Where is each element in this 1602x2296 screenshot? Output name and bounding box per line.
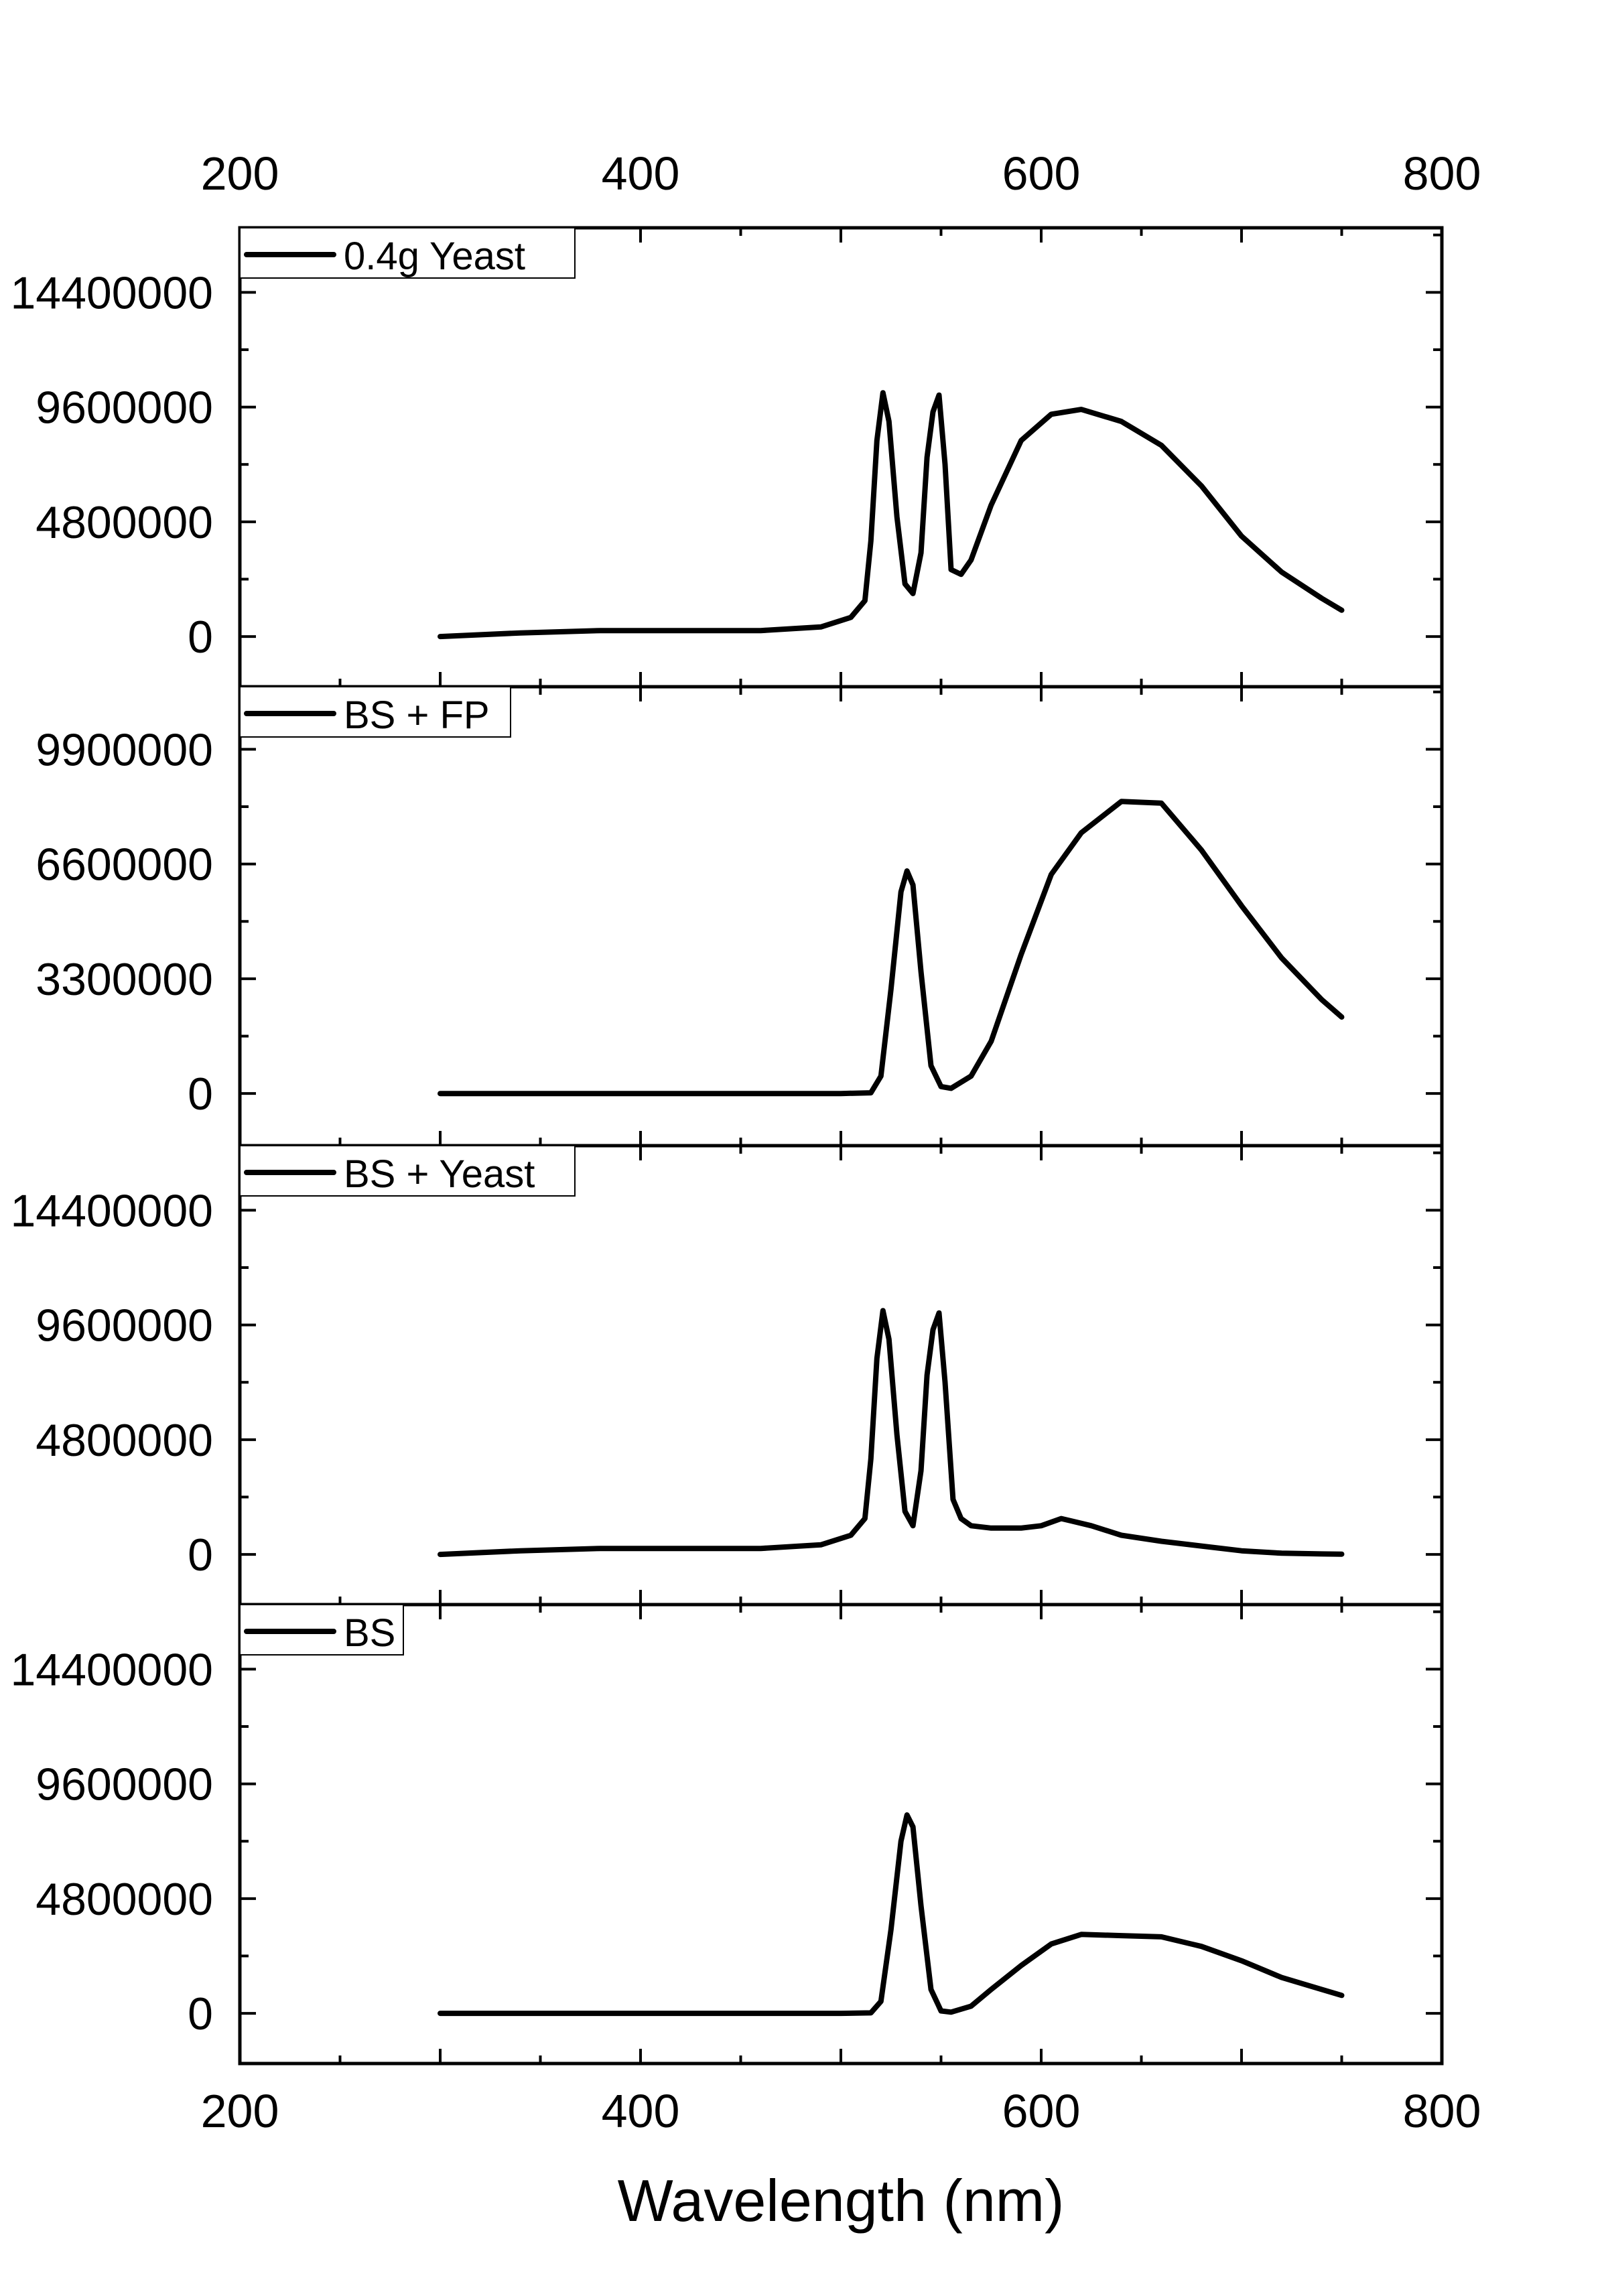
legend-label: 0.4g Yeast bbox=[344, 234, 525, 278]
y-tick-label: 3300000 bbox=[36, 954, 213, 1005]
y-tick-label: 14400000 bbox=[10, 1185, 213, 1236]
x-tick-label-bottom: 600 bbox=[1002, 2085, 1081, 2137]
y-tick-label: 9900000 bbox=[36, 724, 213, 775]
series-line bbox=[438, 1812, 1345, 2017]
series-line bbox=[438, 390, 1345, 640]
legend: 0.4g Yeast bbox=[239, 227, 576, 279]
legend: BS + Yeast bbox=[239, 1145, 576, 1197]
x-tick-label-bottom: 200 bbox=[201, 2085, 279, 2137]
x-tick-label-top: 800 bbox=[1403, 147, 1481, 200]
legend-label: BS bbox=[344, 1611, 395, 1655]
panel-4: 0 4800000 9600000 14400000 BS bbox=[10, 1603, 1444, 2066]
legend: BS bbox=[239, 1604, 404, 1656]
panel-1: 0 4800000 9600000 14400000 0.4g Yeast bbox=[10, 226, 1444, 689]
y-tick-label: 0 bbox=[188, 1988, 213, 2039]
panel-3: 0 4800000 9600000 14400000 BS + Yeast bbox=[10, 1144, 1444, 1607]
legend-label: BS + FP bbox=[344, 693, 490, 737]
y-tick-label: 0 bbox=[188, 612, 213, 663]
series-line bbox=[438, 1308, 1345, 1558]
y-tick-label: 0 bbox=[188, 1069, 213, 1120]
x-tick-label-bottom: 800 bbox=[1403, 2085, 1481, 2137]
y-tick-label: 14400000 bbox=[10, 267, 213, 318]
panel-2: 0 3300000 6600000 9900000 BS + FP bbox=[36, 685, 1444, 1148]
y-tick-label: 14400000 bbox=[10, 1644, 213, 1695]
y-tick-label: 4800000 bbox=[36, 1415, 213, 1466]
x-tick-label-top: 600 bbox=[1002, 147, 1081, 200]
y-tick-label: 4800000 bbox=[36, 1874, 213, 1925]
y-tick-label: 9600000 bbox=[36, 1759, 213, 1810]
y-tick-label: 9600000 bbox=[36, 1300, 213, 1351]
y-tick-label: 0 bbox=[188, 1530, 213, 1580]
x-axis-title: Wavelength (nm) bbox=[618, 2167, 1065, 2234]
y-tick-label: 9600000 bbox=[36, 383, 213, 433]
legend: BS + FP bbox=[239, 686, 511, 738]
y-tick-label: 6600000 bbox=[36, 839, 213, 890]
y-tick-label: 4800000 bbox=[36, 497, 213, 548]
x-tick-label-top: 400 bbox=[602, 147, 680, 200]
legend-label: BS + Yeast bbox=[344, 1152, 535, 1196]
x-tick-label-top: 200 bbox=[201, 147, 279, 200]
series-line bbox=[438, 799, 1345, 1097]
x-tick-label-bottom: 400 bbox=[602, 2085, 680, 2137]
